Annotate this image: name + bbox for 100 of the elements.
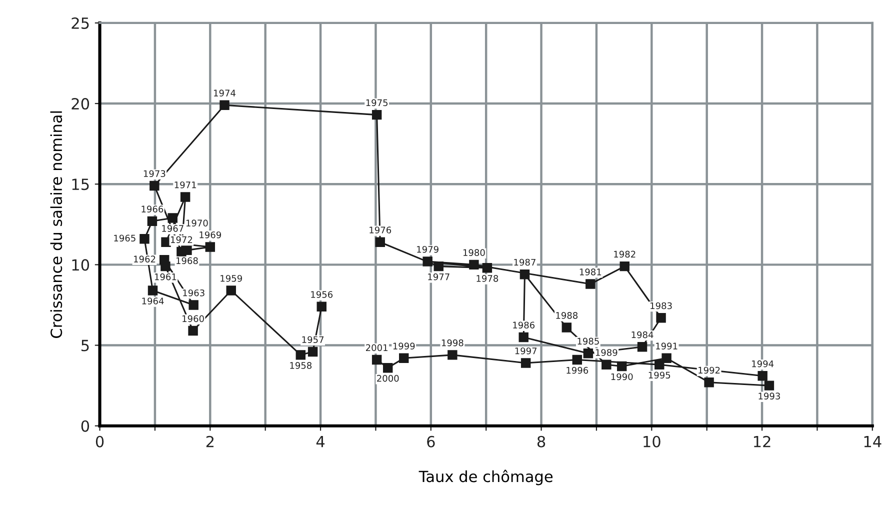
- point: [188, 300, 198, 310]
- annotation: 1983: [650, 302, 672, 310]
- annotation: 1985: [578, 338, 599, 345]
- point: [448, 350, 458, 360]
- point: [764, 380, 774, 390]
- annotation: 1972: [170, 236, 192, 244]
- annotation: 1956: [311, 291, 333, 298]
- point: [148, 286, 158, 296]
- x-tick-label: 8: [537, 436, 546, 448]
- point: [620, 261, 630, 272]
- annotation: 1987: [514, 258, 536, 266]
- annotation: 1968: [176, 257, 198, 264]
- annotation: 1963: [183, 289, 204, 296]
- annotation: 1957: [302, 336, 324, 344]
- point: [586, 279, 596, 289]
- x-tick-label: 14: [864, 436, 882, 448]
- annotation: 1977: [428, 273, 450, 280]
- annotation: 1965: [114, 234, 136, 242]
- annotation: 1990: [611, 373, 633, 380]
- point: [372, 110, 382, 120]
- point: [180, 192, 190, 202]
- point: [616, 361, 627, 372]
- point: [382, 362, 393, 373]
- annotation: 1975: [366, 99, 388, 106]
- annotation: 1958: [290, 362, 312, 369]
- annotation: 1996: [566, 366, 588, 374]
- point: [375, 237, 385, 247]
- annotation: 1982: [614, 250, 636, 258]
- point: [159, 254, 170, 265]
- x-tick-label: 6: [427, 436, 435, 448]
- x-tick-label: 2: [206, 436, 214, 448]
- point: [518, 332, 528, 342]
- x-tick-label: 4: [316, 436, 325, 448]
- point: [469, 260, 479, 270]
- point: [572, 354, 582, 365]
- point: [656, 313, 666, 323]
- point: [316, 302, 326, 312]
- point: [662, 353, 672, 364]
- annotation: 1961: [154, 273, 176, 280]
- annotation: 1962: [134, 256, 156, 262]
- annotation: 1967: [162, 225, 184, 232]
- annotation: 1978: [476, 275, 498, 282]
- annotation: 1992: [698, 366, 720, 374]
- point: [226, 286, 236, 296]
- point: [482, 263, 492, 273]
- point: [150, 180, 160, 191]
- point: [520, 270, 530, 280]
- point: [758, 371, 768, 381]
- x-tick-label: 10: [644, 436, 660, 448]
- point: [188, 326, 198, 336]
- point: [399, 353, 409, 364]
- point: [422, 256, 432, 266]
- y-tick-label: 25: [72, 17, 89, 29]
- annotation: 1973: [144, 170, 166, 178]
- annotation: 1994: [752, 360, 774, 368]
- annotation: 1979: [417, 246, 438, 253]
- point: [205, 242, 216, 252]
- annotation: 1984: [632, 331, 654, 338]
- point: [372, 354, 382, 365]
- annotation: 2001: [366, 344, 388, 352]
- point: [308, 346, 318, 357]
- annotation: 1964: [142, 298, 164, 304]
- annotation: 1988: [556, 312, 578, 319]
- point: [147, 216, 158, 226]
- annotation: 1966: [142, 206, 164, 212]
- point: [602, 360, 612, 370]
- point: [220, 100, 230, 110]
- annotation: 1993: [758, 392, 780, 400]
- point: [704, 377, 714, 388]
- annotation: 1981: [580, 268, 602, 276]
- point: [176, 246, 186, 257]
- y-tick-label: 20: [72, 98, 90, 110]
- point: [140, 234, 150, 244]
- annotation: 1971: [174, 181, 196, 188]
- annotation: 1980: [463, 249, 485, 256]
- point: [654, 360, 664, 370]
- annotation: 1989: [596, 349, 618, 356]
- y-tick-label: 5: [82, 340, 89, 352]
- point: [168, 213, 178, 223]
- annotation: 1986: [513, 322, 535, 329]
- point: [434, 261, 444, 272]
- annotation: 1998: [442, 339, 464, 346]
- x-tick-label: 12: [754, 436, 770, 448]
- x-tick-label: 0: [96, 436, 104, 448]
- annotation: 1974: [214, 90, 236, 96]
- annotation: 1970: [186, 220, 208, 226]
- annotation: 1997: [515, 347, 537, 354]
- annotation: 1969: [200, 231, 222, 238]
- y-tick-label: 0: [81, 420, 90, 432]
- annotation: 1999: [393, 342, 415, 350]
- annotation: 2000: [377, 374, 399, 382]
- annotation: 1976: [370, 226, 392, 234]
- point: [637, 342, 648, 352]
- point: [562, 322, 572, 332]
- y-tick-label: 15: [72, 178, 89, 190]
- annotation: 1959: [220, 274, 242, 282]
- point: [520, 358, 531, 368]
- annotation: 1995: [648, 372, 670, 379]
- point: [583, 348, 594, 358]
- annotation: 1991: [656, 342, 678, 350]
